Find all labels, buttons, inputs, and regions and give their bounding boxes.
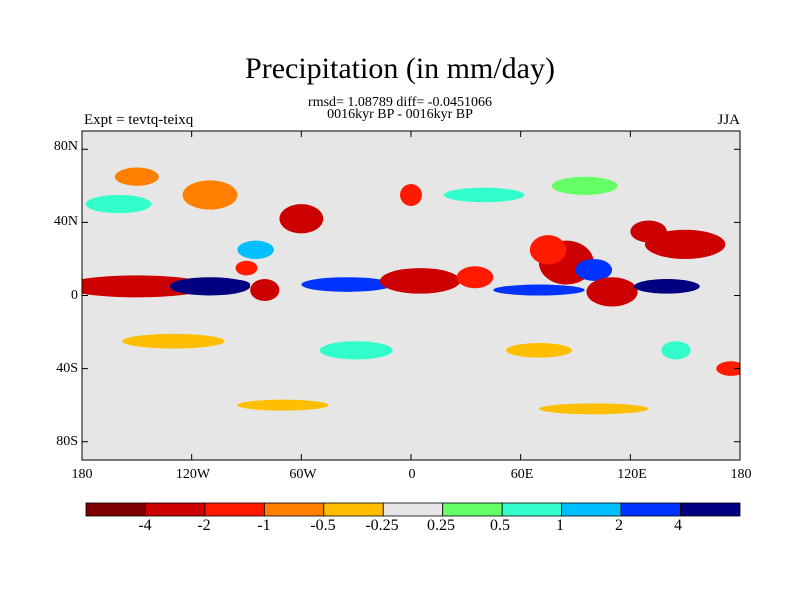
- x-tick-label: 60W: [289, 467, 317, 482]
- region-west-pacific-wet: [633, 279, 700, 294]
- region-east-africa-dry: [456, 266, 494, 289]
- region-canada-mixed-dry: [182, 180, 238, 210]
- colorbar-swatch: [442, 502, 503, 517]
- x-tick-label: 0: [408, 467, 416, 482]
- colorbar-swatch: [680, 502, 741, 517]
- colorbar-swatch: [145, 502, 206, 517]
- colorbar-tick-label: 0.25: [427, 517, 455, 534]
- colorbar-tick-label: -4: [138, 517, 152, 534]
- y-tick-label: 40S: [56, 361, 78, 376]
- y-tick-label: 0: [71, 288, 78, 303]
- chart-subtitle-stats: rmsd= 1.08789 diff= -0.0451066: [308, 95, 492, 110]
- colorbar-swatch: [204, 502, 265, 517]
- region-australia-wet: [661, 341, 691, 360]
- region-eurasia-wet-band: [443, 187, 525, 203]
- colorbar-swatch: [85, 502, 146, 517]
- region-south-china-sea-wet: [575, 258, 613, 281]
- colorbar-tick-label: 4: [674, 517, 682, 534]
- chart-title: Precipitation (in mm/day): [245, 52, 555, 85]
- region-siberia-wet: [551, 176, 618, 195]
- region-northwest-pacific-dry: [644, 229, 726, 259]
- region-north-pacific-wet: [85, 194, 152, 214]
- colorbar-tick-label: 1: [556, 517, 564, 534]
- x-tick-label: 60E: [510, 467, 534, 482]
- region-gulf-of-mexico-wet: [237, 240, 274, 259]
- x-tick-label: 180: [71, 467, 93, 482]
- colorbar-tick-label: -2: [197, 517, 211, 534]
- colorbar-tick-label: -0.5: [310, 517, 336, 534]
- colorbar-swatch: [323, 502, 384, 517]
- region-maritime-continent-dry: [586, 277, 638, 307]
- y-tick-label: 80N: [53, 139, 78, 154]
- colorbar-swatch: [382, 502, 444, 517]
- colorbar-tick-label: -0.25: [365, 517, 399, 534]
- region-indian-ocean-wet-band: [493, 284, 585, 296]
- region-southern-ocean-dry: [237, 399, 329, 411]
- x-tick-label: 120E: [617, 467, 647, 482]
- region-north-atlantic-dry: [279, 204, 324, 234]
- region-alaska-dry: [114, 167, 159, 186]
- season-label: JJA: [717, 112, 740, 128]
- region-new-zealand-dry: [716, 361, 740, 376]
- colorbar-tick-label: 0.5: [490, 517, 510, 534]
- anomaly-regions: [82, 167, 740, 415]
- region-west-africa-dry: [379, 268, 461, 294]
- x-tick-label: 180: [730, 467, 752, 482]
- x-tick-label: 120W: [175, 467, 211, 482]
- region-southern-ocean-east-dry: [538, 403, 649, 415]
- region-europe-dry: [400, 184, 422, 206]
- y-tick-label: 80S: [56, 434, 78, 449]
- region-east-pacific-wet-core: [206, 279, 251, 291]
- experiment-label: Expt = tevtq-teixq: [84, 112, 194, 128]
- colorbar-tick-label: 2: [615, 517, 623, 534]
- colorbar-swatch: [561, 502, 622, 517]
- chart-subtitle-period: 0016kyr BP - 0016kyr BP: [327, 107, 473, 122]
- region-atlantic-itcz-wet: [301, 277, 393, 292]
- region-south-indian-dry: [506, 343, 572, 358]
- colorbar-swatch: [501, 502, 563, 517]
- region-south-pacific-dry-band: [122, 333, 225, 349]
- colorbar-tick-label: -1: [257, 517, 271, 534]
- colorbar-swatch: [620, 502, 681, 517]
- region-south-atlantic-wet: [319, 341, 393, 360]
- region-colombia-dry: [250, 279, 280, 301]
- region-central-america-dry: [235, 260, 258, 276]
- region-japan-dry: [630, 220, 667, 243]
- colorbar-swatch: [263, 502, 325, 517]
- y-tick-label: 40N: [53, 214, 78, 229]
- region-india-dry: [529, 235, 567, 265]
